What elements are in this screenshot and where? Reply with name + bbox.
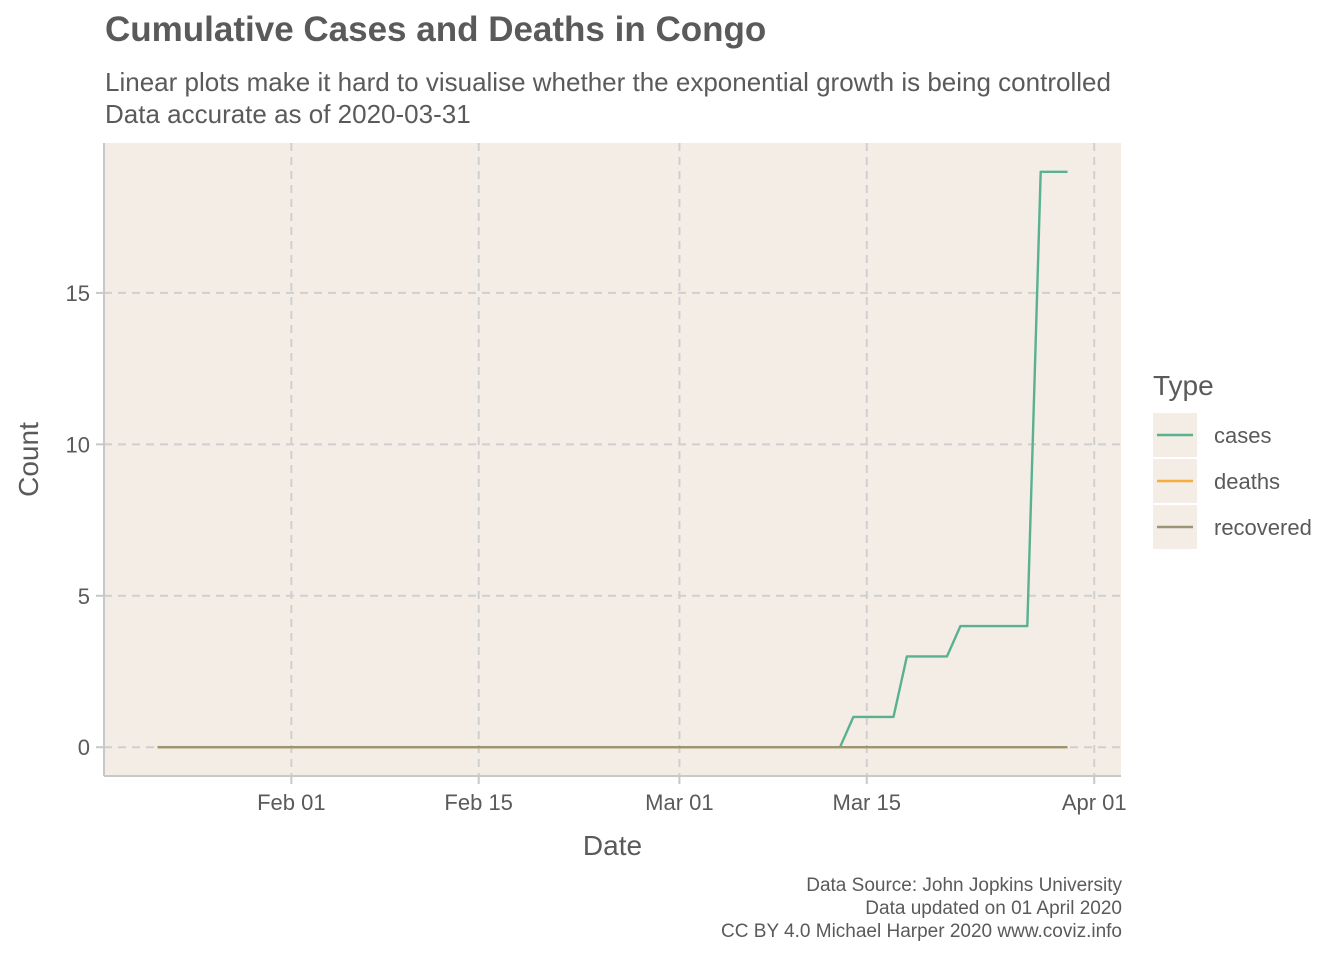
- legend-label-deaths: deaths: [1214, 469, 1280, 494]
- y-tick-label: 15: [66, 281, 90, 306]
- legend-label-recovered: recovered: [1214, 515, 1312, 540]
- legend-title: Type: [1153, 370, 1214, 401]
- y-tick-label: 5: [78, 584, 90, 609]
- legend-label-cases: cases: [1214, 423, 1271, 448]
- caption-source: Data Source: John Jopkins University: [806, 875, 1122, 896]
- subtitle-line-2: Data accurate as of 2020-03-31: [105, 99, 471, 129]
- x-axis-title: Date: [583, 830, 642, 861]
- x-tick-label: Mar 15: [833, 790, 901, 815]
- y-axis-title: Count: [13, 422, 44, 497]
- chart-title: Cumulative Cases and Deaths in Congo: [105, 10, 767, 49]
- plot-panel: [104, 143, 1121, 776]
- x-tick-label: Apr 01: [1062, 790, 1127, 815]
- y-tick-label: 0: [78, 735, 90, 760]
- caption-updated: Data updated on 01 April 2020: [865, 898, 1122, 919]
- y-tick-label: 10: [66, 432, 90, 457]
- series-line-cases: [157, 170, 1068, 749]
- x-tick-label: Feb 15: [444, 790, 513, 815]
- x-tick-label: Feb 01: [257, 790, 326, 815]
- chart-subtitle: Linear plots make it hard to visualise w…: [105, 66, 1111, 130]
- caption-license: CC BY 4.0 Michael Harper 2020 www.coviz.…: [721, 921, 1122, 942]
- chart-caption: Data Source: John Jopkins University Dat…: [721, 874, 1122, 943]
- subtitle-line-1: Linear plots make it hard to visualise w…: [105, 67, 1111, 97]
- x-tick-label: Mar 01: [645, 790, 713, 815]
